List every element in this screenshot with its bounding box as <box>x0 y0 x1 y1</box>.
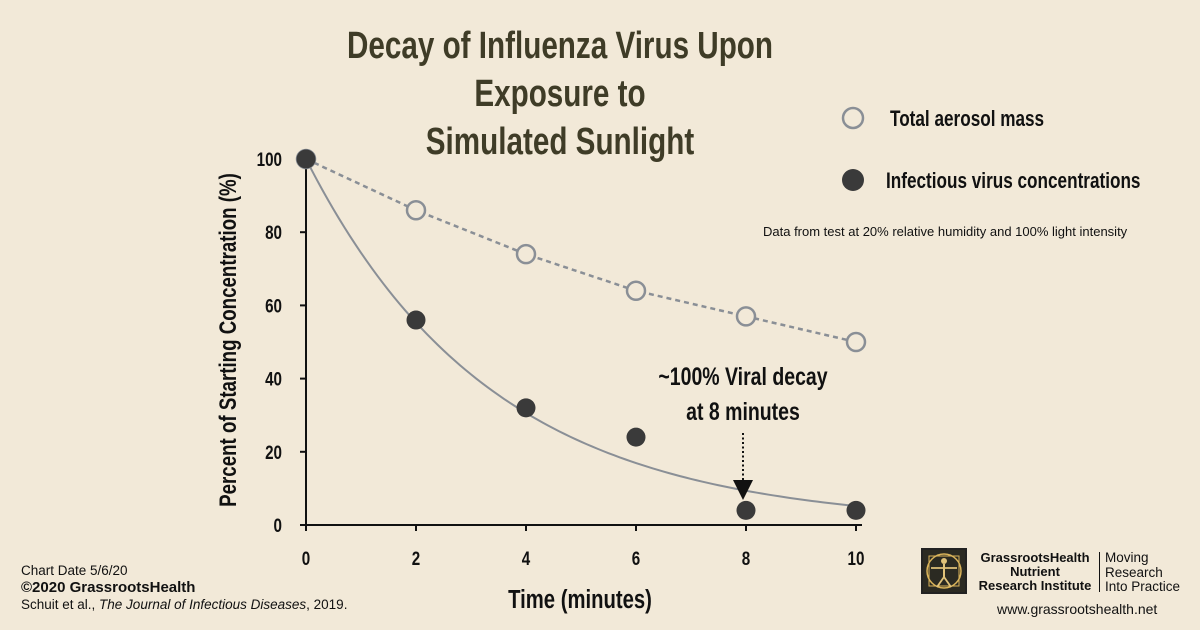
citation-year: , 2019. <box>306 597 348 612</box>
y-tick-label: 40 <box>265 368 282 390</box>
total-aerosol-point <box>625 280 647 302</box>
x-axis-label: Time (minutes) <box>508 585 652 614</box>
legend: Total aerosol mass Infectious virus conc… <box>841 106 1140 194</box>
legend-label-infectious-virus: Infectious virus concentrations <box>886 169 1140 194</box>
y-tick-label: 100 <box>257 148 282 170</box>
logo-org-line-3: Research Institute <box>978 578 1092 593</box>
total-aerosol-point <box>405 199 427 221</box>
infectious-virus-point <box>406 310 426 330</box>
infectious-virus-point <box>736 500 756 520</box>
logo-tag-line-2: Research <box>1105 564 1163 580</box>
logo-tag-line-1: Moving <box>1105 550 1149 565</box>
legend-label-total-aerosol: Total aerosol mass <box>890 107 1044 132</box>
legend-marker-infectious-virus <box>842 169 864 191</box>
infectious-virus-point <box>296 149 316 169</box>
chart-title: Decay of Influenza Virus Upon Exposure t… <box>318 22 802 166</box>
total-aerosol-point <box>735 306 757 327</box>
logo-org-line-2: Nutrient <box>1010 564 1060 579</box>
y-axis-ticks: 0 20 40 60 80 100 <box>257 148 306 536</box>
x-tick-label: 6 <box>632 547 640 569</box>
y-tick-label: 80 <box>265 222 282 244</box>
infectious-virus-point <box>626 427 646 447</box>
footer-credits: Chart Date 5/6/20 ©2020 GrassrootsHealth… <box>21 562 347 613</box>
x-tick-label: 4 <box>522 547 531 569</box>
series-lines <box>305 157 857 508</box>
infectious-virus-point <box>846 500 866 520</box>
chart-date: Chart Date 5/6/20 <box>21 563 128 578</box>
series-points <box>295 148 867 520</box>
decay-annotation: ~100% Viral decay at 8 minutes <box>658 363 828 500</box>
y-axis-label: Percent of Starting Concentration (%) <box>215 173 242 507</box>
copyright: ©2020 GrassrootsHealth <box>21 579 196 596</box>
x-tick-label: 0 <box>302 547 310 569</box>
website-link[interactable]: www.grassrootshealth.net <box>997 601 1158 617</box>
logo-organization: GrassrootsHealth Nutrient Research Insti… <box>975 551 1095 593</box>
logo-tagline: Moving Research Into Practice <box>1105 550 1181 595</box>
y-tick-label: 60 <box>265 295 282 317</box>
vitruvian-man-icon <box>921 548 967 594</box>
citation: Schuit et al., The Journal of Infectious… <box>21 596 347 613</box>
title-line-1: Decay of Influenza Virus Upon Exposure t… <box>346 25 774 115</box>
axes <box>305 159 862 526</box>
logo-org-line-1: GrassrootsHealth <box>980 550 1090 565</box>
y-tick-label: 20 <box>265 441 282 463</box>
x-axis-ticks: 0 2 4 6 8 10 <box>302 525 865 569</box>
y-tick-label: 0 <box>274 514 282 536</box>
total-aerosol-dashed-line <box>305 157 857 344</box>
total-aerosol-point <box>515 243 537 265</box>
x-tick-label: 2 <box>412 547 420 569</box>
logo-divider <box>1099 552 1100 592</box>
title-line-2: Simulated Sunlight <box>425 121 695 163</box>
infectious-virus-point <box>516 398 536 418</box>
logo-tag-line-3: Into Practice <box>1105 579 1181 594</box>
citation-authors: Schuit et al., <box>21 597 100 612</box>
annotation-line-2: at 8 minutes <box>686 398 800 426</box>
annotation-line-1: ~100% Viral decay <box>658 363 828 391</box>
legend-marker-total-aerosol <box>841 106 865 130</box>
grassrootshealth-logo: GrassrootsHealth Nutrient Research Insti… <box>921 548 1183 598</box>
x-tick-label: 8 <box>742 547 751 569</box>
data-note: Data from test at 20% relative humidity … <box>763 224 1128 239</box>
total-aerosol-point <box>845 331 867 353</box>
citation-journal: The Journal of Infectious Diseases <box>99 597 307 612</box>
x-tick-label: 10 <box>848 547 865 569</box>
infectious-virus-decay-curve <box>305 158 857 508</box>
